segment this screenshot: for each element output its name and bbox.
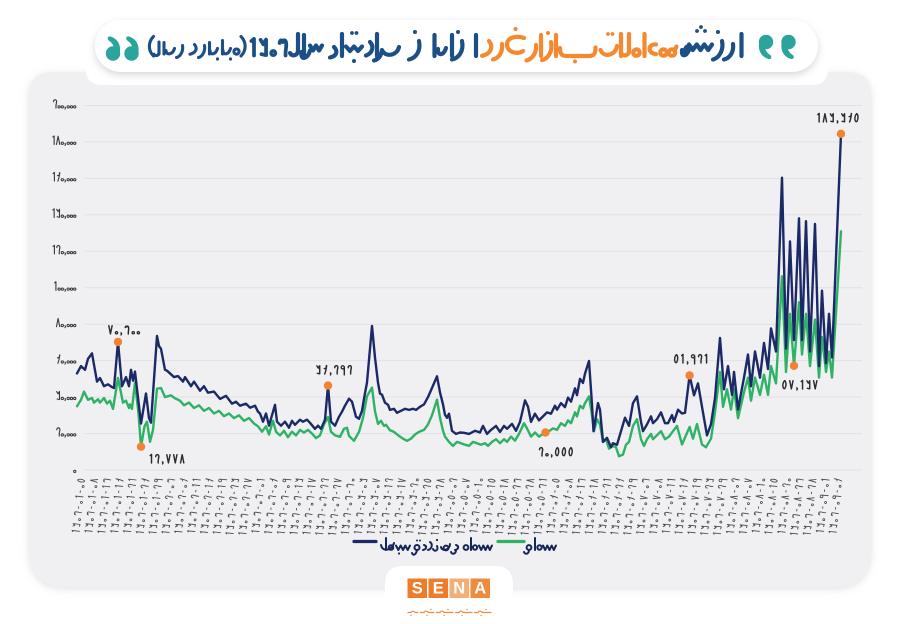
svg-text:S: S (412, 580, 423, 598)
svg-text:E: E (433, 580, 444, 598)
svg-text:A: A (474, 580, 486, 598)
svg-text:N: N (453, 580, 465, 598)
